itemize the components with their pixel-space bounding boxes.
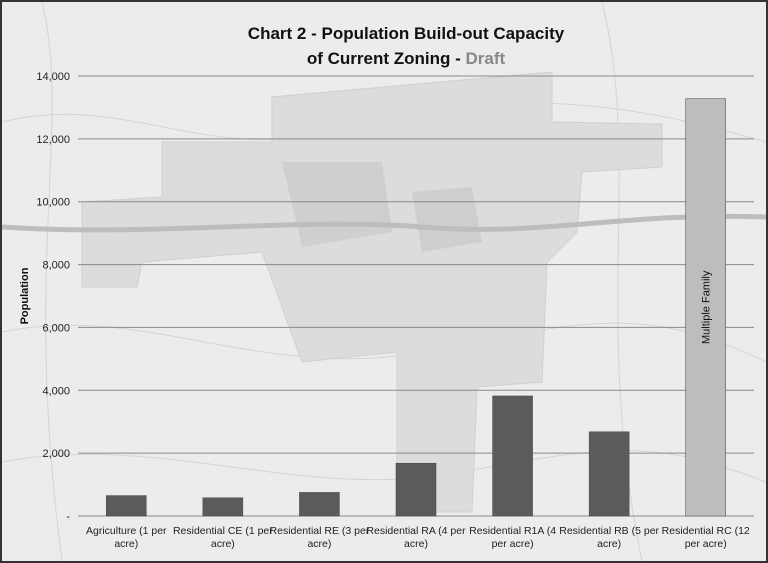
x-category-label: per acre)	[685, 538, 727, 550]
y-tick-label: 14,000	[36, 71, 70, 83]
gridlines	[78, 75, 754, 517]
x-category-label: Residential RB (5 per	[559, 525, 659, 537]
y-tick-label: 8,000	[42, 260, 70, 272]
y-axis-tick-labels: - 2,000 4,000 6,000 8,000 10,000 12,000 14,000	[36, 71, 70, 523]
y-tick-label: 12,000	[36, 134, 70, 146]
x-category-label: acre)	[307, 538, 331, 550]
chart-title-line-2-text: of Current Zoning -	[307, 49, 466, 68]
chart-title: Chart 2 - Population Build-out Capacity …	[248, 24, 565, 68]
y-tick-label: 2,000	[42, 448, 70, 460]
bar	[685, 98, 726, 517]
x-category-label: Residential RC (12	[662, 525, 750, 537]
x-category-label: Residential RA (4 per	[366, 525, 466, 537]
y-tick-label: 4,000	[42, 385, 70, 397]
y-tick-label: 6,000	[42, 322, 70, 334]
x-category-label: per acre)	[492, 538, 534, 550]
bar	[588, 431, 630, 517]
x-category-label: Residential CE (1 per	[173, 525, 273, 537]
bars: Multiple Family	[106, 98, 726, 517]
y-tick-label: 10,000	[36, 197, 70, 209]
x-category-label: acre)	[114, 538, 138, 550]
bar	[395, 462, 437, 517]
bar	[202, 497, 244, 517]
x-category-label: acre)	[404, 538, 428, 550]
x-category-label: acre)	[597, 538, 621, 550]
y-axis-label: Population	[19, 267, 31, 324]
bar	[299, 492, 340, 517]
bar	[492, 395, 533, 517]
y-tick-label: -	[66, 511, 70, 523]
x-category-label: Residential RE (3 per	[270, 525, 370, 537]
chart-title-draft: Draft	[465, 49, 505, 68]
bar-annotation: Multiple Family	[701, 270, 713, 344]
chart-title-line-2: of Current Zoning - Draft	[307, 49, 506, 68]
chart-title-line-1: Chart 2 - Population Build-out Capacity	[248, 24, 565, 43]
x-category-label: Agriculture (1 per	[86, 525, 167, 537]
x-category-label: acre)	[211, 538, 235, 550]
bar	[106, 495, 147, 517]
x-category-label: Residential R1A (4	[469, 525, 556, 537]
